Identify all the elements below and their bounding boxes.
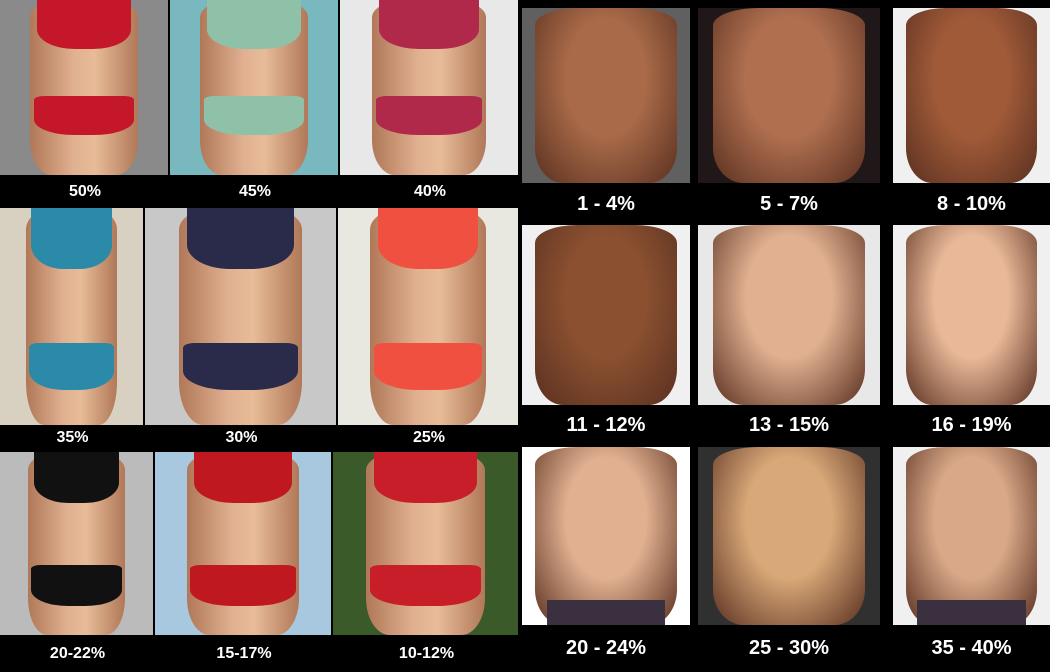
bikini-top	[36, 0, 132, 49]
man-photo	[698, 8, 880, 183]
percentage-label: 25 - 30%	[748, 637, 830, 659]
torso	[905, 447, 1038, 625]
bikini-top	[193, 452, 293, 504]
man-photo	[893, 8, 1050, 183]
bikini-bottom	[28, 342, 115, 391]
man-photo	[522, 225, 690, 405]
torso	[712, 8, 866, 183]
torso	[535, 225, 677, 405]
percentage-label: 25%	[412, 429, 446, 446]
percentage-label: 10-12%	[398, 645, 455, 662]
bikini-bottom	[375, 96, 483, 135]
woman-photo	[0, 208, 143, 425]
bikini-top	[377, 208, 479, 269]
bikini-top	[373, 452, 478, 504]
percentage-label: 16 - 19%	[931, 414, 1012, 436]
woman-photo	[145, 208, 336, 425]
woman-photo	[170, 0, 338, 175]
percentage-label: 13 - 15%	[748, 414, 830, 436]
shorts	[547, 600, 665, 625]
woman-photo	[0, 452, 153, 635]
percentage-label: 20-22%	[49, 645, 106, 662]
woman-photo	[338, 208, 518, 425]
bikini-bottom	[370, 565, 481, 606]
bikini-bottom	[30, 565, 123, 606]
torso	[905, 8, 1038, 183]
man-photo	[893, 225, 1050, 405]
bikini-bottom	[183, 342, 298, 391]
torso	[905, 225, 1038, 405]
percentage-label: 15-17%	[216, 645, 272, 662]
bikini-bottom	[190, 565, 296, 606]
percentage-label: 45%	[238, 183, 272, 200]
bikini-top	[187, 208, 294, 269]
percentage-label: 1 - 4%	[577, 193, 635, 215]
percentage-label: 5 - 7%	[760, 193, 818, 215]
torso	[535, 447, 677, 625]
shorts	[916, 600, 1027, 625]
bikini-top	[33, 452, 120, 504]
bikini-bottom	[203, 96, 305, 135]
woman-photo	[333, 452, 518, 635]
percentage-label: 50%	[68, 183, 102, 200]
man-photo	[522, 447, 690, 625]
torso	[712, 447, 866, 625]
bikini-top	[31, 208, 112, 269]
woman-photo	[340, 0, 518, 175]
torso	[712, 225, 866, 405]
bikini-bottom	[33, 96, 135, 135]
percentage-label: 11 - 12%	[566, 414, 646, 436]
woman-photo	[155, 452, 331, 635]
percentage-label: 8 - 10%	[937, 193, 1006, 215]
man-photo	[698, 447, 880, 625]
bikini-bottom	[374, 342, 482, 391]
torso	[535, 8, 677, 183]
man-photo	[893, 447, 1050, 625]
percentage-label: 30%	[225, 429, 258, 446]
percentage-label: 35 - 40%	[931, 637, 1012, 659]
man-photo	[698, 225, 880, 405]
bikini-top	[379, 0, 479, 49]
man-photo	[522, 8, 690, 183]
percentage-label: 35%	[56, 429, 89, 446]
percentage-label: 40%	[413, 183, 447, 200]
woman-photo	[0, 0, 168, 175]
bikini-top	[206, 0, 302, 49]
percentage-label: 20 - 24%	[565, 637, 647, 659]
